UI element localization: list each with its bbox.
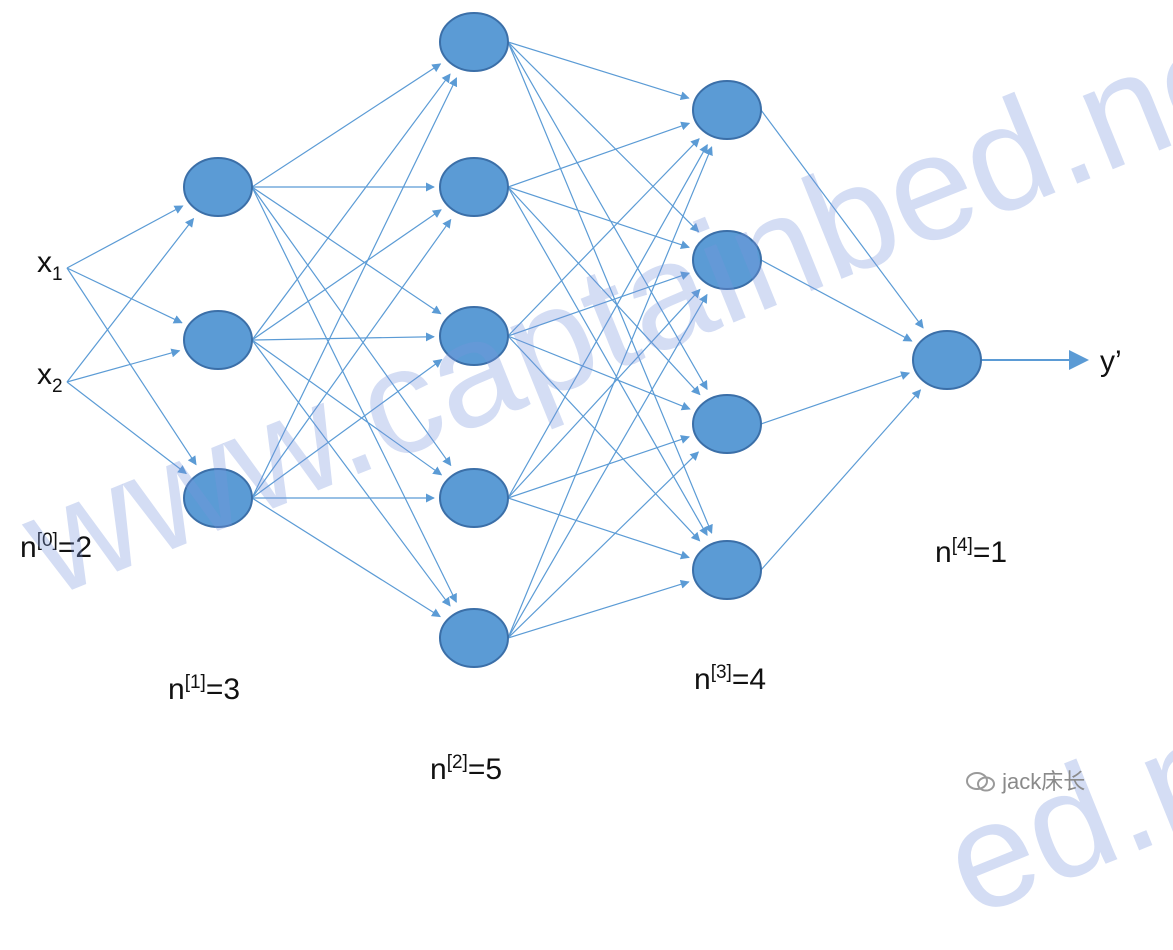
edge-l2-n3-to-l3-n0	[507, 144, 708, 499]
layer-size-label-1: n[1]=3	[168, 672, 241, 706]
nodes-group	[183, 12, 982, 668]
edge-l1-n0-to-l2-n3	[251, 186, 452, 467]
neuron-layer2-node4	[439, 608, 509, 668]
edge-l0-n1-to-l1-n2	[66, 381, 187, 475]
edge-l0-n0-to-l1-n2	[66, 267, 197, 466]
neuron-layer3-node0	[692, 80, 762, 140]
edge-l1-n2-to-l2-n2	[251, 359, 443, 499]
neuron-layer2-node2	[439, 306, 509, 366]
neuron-layer3-node2	[692, 394, 762, 454]
edge-l2-n2-to-l3-n3	[507, 335, 701, 542]
edge-l2-n1-to-l3-n0	[507, 121, 691, 188]
layer-size-label-2: n[2]=5	[430, 752, 503, 786]
neuron-layer4-node0	[912, 330, 982, 390]
edge-l0-n1-to-l1-n0	[66, 217, 195, 383]
edge-l2-n2-to-l3-n2	[507, 335, 691, 411]
edge-l2-n0-to-l3-n3	[507, 41, 713, 534]
neuron-layer1-node1	[183, 310, 253, 370]
edge-l3-n2-to-l4-n0	[760, 371, 911, 425]
edge-l1-n1-to-l2-n3	[251, 339, 443, 476]
neuron-layer1-node2	[183, 468, 253, 528]
neuron-layer3-node1	[692, 230, 762, 290]
edge-l2-n4-to-l3-n2	[507, 451, 700, 639]
edges-group	[66, 41, 1089, 639]
edge-l2-n1-to-l3-n2	[507, 186, 701, 396]
edge-l3-n0-to-l4-n0	[760, 109, 924, 329]
wechat-icon	[966, 771, 996, 793]
edge-l2-n4-to-l3-n0	[507, 146, 713, 639]
edge-l2-n0-to-l3-n0	[507, 41, 690, 101]
credit: jack床长	[966, 764, 1085, 796]
edge-l2-n3-to-l3-n1	[507, 288, 701, 499]
neuron-layer2-node0	[439, 12, 509, 72]
edge-l1-n1-to-l2-n4	[251, 339, 451, 607]
edge-l2-n2-to-l3-n1	[507, 271, 691, 337]
edge-l1-n1-to-l2-n1	[251, 209, 442, 341]
neuron-layer1-node0	[183, 157, 253, 217]
edge-l3-n3-to-l4-n0	[760, 389, 922, 571]
edge-l1-n0-to-l2-n4	[251, 186, 457, 603]
edge-l2-n4-to-l3-n1	[507, 293, 708, 639]
edge-l0-n0-to-l1-n0	[66, 205, 184, 269]
edge-l2-n1-to-l3-n1	[507, 186, 690, 250]
edge-l1-n2-to-l2-n0	[251, 77, 458, 499]
edge-l2-n1-to-l3-n3	[507, 186, 708, 537]
input-label-x1: x1	[37, 246, 63, 285]
layer-size-label-0: n[0]=2	[20, 530, 93, 564]
edge-l1-n0-to-l2-n0	[251, 63, 442, 188]
output-label: y’	[1100, 345, 1122, 378]
edge-l1-n1-to-l2-n2	[251, 332, 435, 342]
edge-l2-n0-to-l3-n2	[507, 41, 708, 391]
edge-l0-n1-to-l1-n1	[66, 348, 181, 383]
edge-l1-n0-to-l2-n2	[251, 186, 442, 315]
edge-l1-n1-to-l2-n0	[251, 73, 451, 341]
edge-l0-n0-to-l1-n1	[66, 267, 183, 324]
network-diagram	[66, 12, 1089, 668]
edge-l3-n1-to-l4-n0	[760, 259, 913, 342]
edge-l2-n0-to-l3-n1	[507, 41, 700, 233]
edge-l2-n4-to-l3-n3	[507, 579, 690, 639]
input-label-x2: x2	[37, 358, 63, 397]
edge-l2-n3-to-l3-n2	[507, 435, 690, 499]
neuron-layer2-node3	[439, 468, 509, 528]
layer-size-label-4: n[4]=1	[935, 535, 1008, 569]
edge-l2-n2-to-l3-n0	[507, 138, 700, 337]
neuron-layer3-node3	[692, 540, 762, 600]
edge-l2-n3-to-l3-n3	[507, 497, 690, 560]
edge-l1-n2-to-l2-n4	[251, 497, 441, 618]
layer-size-label-3: n[3]=4	[694, 662, 767, 696]
edge-l1-n2-to-l2-n1	[251, 218, 452, 499]
neuron-layer2-node1	[439, 157, 509, 217]
credit-text: jack床长	[1002, 769, 1086, 794]
